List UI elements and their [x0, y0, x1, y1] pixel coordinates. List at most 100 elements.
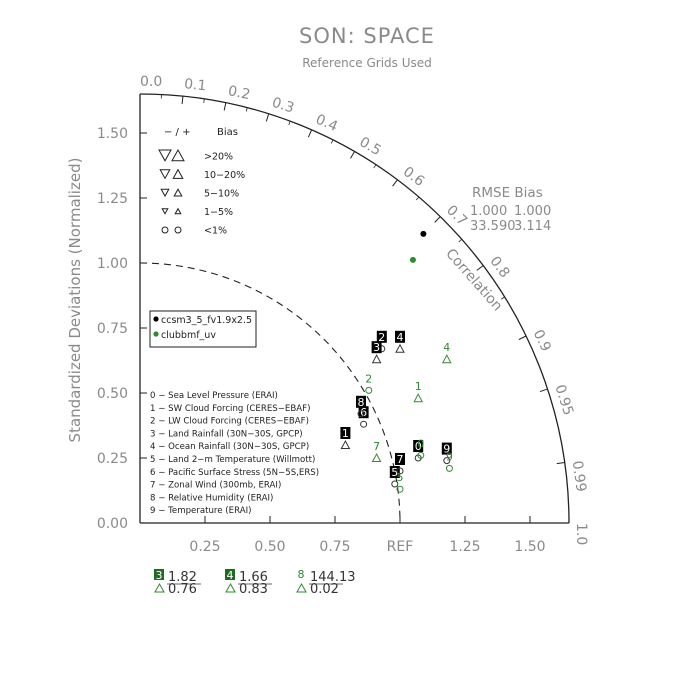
reference-arc	[139, 262, 401, 524]
outlier-label: 8	[298, 568, 305, 581]
data-point-label: 0	[417, 437, 424, 450]
outlier-triangle-marker	[296, 582, 307, 593]
data-point-circle	[417, 451, 425, 459]
outlier-bottom-value: 0.83	[239, 582, 268, 597]
data-point-label-bg	[389, 466, 400, 478]
data-point-circle	[391, 480, 399, 488]
data-point-circle	[443, 457, 451, 465]
corr-minor-tick	[415, 196, 420, 201]
data-point-label: 4	[443, 341, 450, 354]
bias-legend-row: 10−20%	[204, 170, 245, 181]
corr-tick-mark	[434, 216, 441, 223]
series-legend-label: clubbmf_uv	[161, 330, 216, 341]
corr-minor-tick	[458, 238, 463, 243]
case-list-item: 4 − Ocean Rainfall (30N−30S, GPCP)	[150, 442, 309, 452]
bias-legend-row: 1−5%	[204, 207, 233, 218]
corr-tick-mark	[307, 129, 313, 138]
data-point-label-bg	[376, 330, 387, 343]
data-point-label: 4	[397, 331, 404, 344]
data-point-label: 8	[358, 396, 365, 409]
series-legend: ccsm3_5_fv1.9x2.5 clubbmf_uv	[149, 310, 257, 348]
triangle-up-marker	[174, 207, 182, 215]
y-tick-label: 0.00	[97, 516, 128, 532]
corr-tick-mark	[392, 179, 398, 187]
data-point-label-bg	[395, 330, 405, 343]
chart-title: SON: SPACE	[299, 24, 435, 48]
outlier-label: 3	[156, 569, 163, 582]
data-point-triangle	[395, 343, 405, 353]
case-list-item: 7 − Zonal Wind (300mb, ERAI)	[150, 481, 281, 491]
outlier-label: 4	[227, 569, 234, 582]
data-point-circle	[360, 420, 368, 428]
case-list-item: 2 − LW Cloud Forcing (CERES−EBAF)	[150, 417, 309, 427]
corr-tick-mark	[265, 113, 270, 122]
case-list-item: 5 − Land 2−m Temperature (Willmott)	[150, 455, 315, 465]
bias-value: 3.114	[514, 219, 551, 234]
data-point-label-bg	[356, 395, 366, 408]
data-point-label-bg	[413, 440, 424, 452]
corr-tick-label: 0.8	[486, 254, 512, 281]
data-point-circle	[365, 386, 373, 394]
data-point-label: 2	[365, 372, 372, 385]
outlier-bottom-value: 0.02	[310, 582, 339, 597]
data-point-label: 2	[378, 331, 385, 344]
y-tick-label: 1.00	[97, 256, 128, 272]
y-tick-label: 1.50	[97, 126, 128, 142]
bias-legend-header: Bias	[217, 127, 238, 138]
data-point-label: 1	[342, 427, 349, 440]
data-point-label: 5	[391, 466, 398, 479]
corr-tick-label: 0.4	[313, 111, 340, 135]
x-tick-label: REF	[387, 539, 414, 555]
case-list-item: 0 − Sea Level Pressure (ERAI)	[150, 391, 278, 401]
corr-minor-tick	[501, 296, 505, 300]
data-point-label-bg	[340, 427, 351, 439]
series-legend-frame	[149, 310, 257, 348]
case-list-item: 8 − Relative Humidity (ERAI)	[150, 493, 273, 503]
case-list-item: 9 − Temperature (ERAI)	[150, 506, 251, 516]
data-point-triangle	[371, 452, 382, 462]
circle-marker	[161, 226, 169, 234]
data-point-label-bg	[371, 341, 382, 354]
x-tick-label: 0.50	[254, 539, 285, 555]
bias-legend-row: 5−10%	[204, 189, 239, 200]
x-tick-label: 1.50	[514, 539, 545, 555]
outlier-top-value: 1.82	[168, 570, 197, 585]
corr-tick-mark	[181, 96, 184, 105]
triangle-down-marker	[158, 149, 172, 162]
triangle-up-marker	[172, 168, 184, 179]
outlier-label-bg	[225, 569, 235, 580]
data-point-label: 7	[397, 453, 404, 466]
case-list: 0 − Sea Level Pressure (ERAI) 1 − SW Clou…	[150, 391, 319, 516]
outlier-label-bg	[154, 569, 164, 580]
y-tick-label: 0.25	[97, 451, 128, 467]
x-tick-label: 0.75	[319, 539, 350, 555]
corr-minor-tick	[373, 164, 377, 169]
outliers-group: 3 1.820.76 4 1.660.83 8 144.130.02	[154, 568, 356, 597]
corr-tick-mark	[556, 461, 565, 465]
outlier-bottom-value: 0.76	[168, 582, 197, 597]
data-point-triangle	[441, 354, 452, 364]
corr-tick-label: 0.3	[270, 95, 296, 117]
corr-tick-label: 1.0	[573, 523, 589, 545]
bias-legend-row: >20%	[204, 152, 233, 163]
corr-tick-mark	[223, 102, 227, 111]
series-legend-dot	[153, 331, 159, 337]
outlier-top-value: 144.13	[310, 570, 356, 585]
axes-group	[139, 93, 570, 524]
data-point-label: 5	[397, 471, 404, 484]
bias-legend: − / + Bias >20% 10−20% 5−10% 1−5% <1%	[158, 127, 245, 237]
data-point-label: 9	[443, 443, 450, 456]
data-point-label: 0	[415, 440, 422, 453]
data-point-label: 1	[415, 380, 422, 393]
rmse-value: 1.000	[470, 204, 507, 219]
x-tick-label: 0.25	[189, 539, 220, 555]
x-tick-label: 1.25	[449, 539, 480, 555]
outlier-top-value: 1.66	[239, 570, 268, 585]
series-ref-dot	[420, 230, 427, 237]
data-point-label-bg	[395, 453, 405, 465]
data-point-label: 3	[373, 341, 380, 354]
triangle-down-marker	[160, 188, 170, 198]
data-point-circle	[396, 485, 404, 493]
